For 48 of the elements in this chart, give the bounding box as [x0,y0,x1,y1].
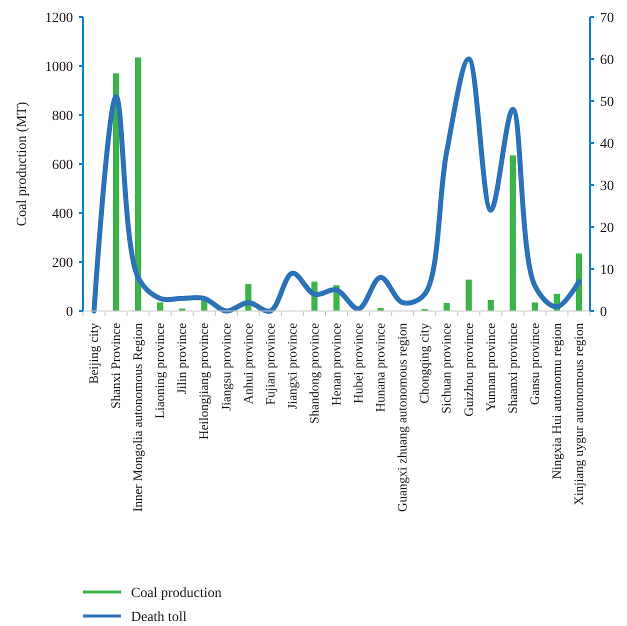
x-tick-label: Xinjiang uygur autonomous region [570,322,586,506]
bar [157,302,164,311]
x-tick-label: Fujian province [262,322,278,405]
bar [466,280,472,311]
bar [532,302,538,311]
y-tick-label: 800 [52,108,73,124]
x-tick-label: Shandong province [306,322,322,424]
y2-tick-label: 10 [600,262,614,278]
y-axis-title: Coal production (MT) [15,101,30,226]
x-tick-label: Guizhou province [460,322,476,417]
x-tick-label: Hunana province [372,322,388,412]
legend-label: Coal production [131,586,222,601]
x-tick-label: Jiangxi province [284,322,300,410]
x-tick-label: Jilin province [174,322,190,394]
x-tick-label: Sichuan province [438,322,454,414]
y2-tick-label: 50 [600,94,614,110]
x-tick-label: Jiangsu province [218,322,234,411]
y-tick-label: 1000 [45,60,73,75]
y-tick-label: 400 [52,206,73,222]
y2-tick-label: 70 [600,10,614,26]
bar [135,57,142,311]
x-tick-label: Liaoning province [152,322,168,419]
x-tick-label: Inner Mongolia autonomous Region [130,322,146,512]
bar [444,302,450,311]
x-tick-label: Henan province [328,322,344,406]
x-tick-label: Chongqing city [416,322,432,404]
x-tick-label: Ningxia Hui autonomu region [548,322,564,480]
x-tick-label: Anhui province [240,322,256,404]
x-tick-label: Heilongjiang province [196,322,212,440]
x-tick-label: Gansu province [526,322,542,405]
y-tick-label: 200 [52,256,73,271]
x-tick-label: Guangxi zhuang autonomous region [394,322,410,512]
y2-tick-label: 40 [600,136,614,152]
x-tick-label: Beijing city [86,322,102,384]
y2-tick-label: 0 [600,304,607,320]
y-tick-label: 1200 [45,10,73,26]
y2-tick-label: 20 [600,220,614,236]
legend-label: Death toll [131,610,187,625]
x-tick-label: Yunnan province [482,322,498,412]
y2-tick-label: 30 [600,178,614,194]
y-tick-label: 600 [52,158,73,173]
y-tick-label: 0 [66,304,73,320]
bar [510,155,516,311]
x-tick-label: Shaanxi province [504,322,520,414]
y2-tick-label: 60 [600,52,614,68]
bar [488,300,494,311]
x-tick-label: Hubei province [350,322,366,404]
x-tick-label: Shanxi Province [108,322,124,409]
